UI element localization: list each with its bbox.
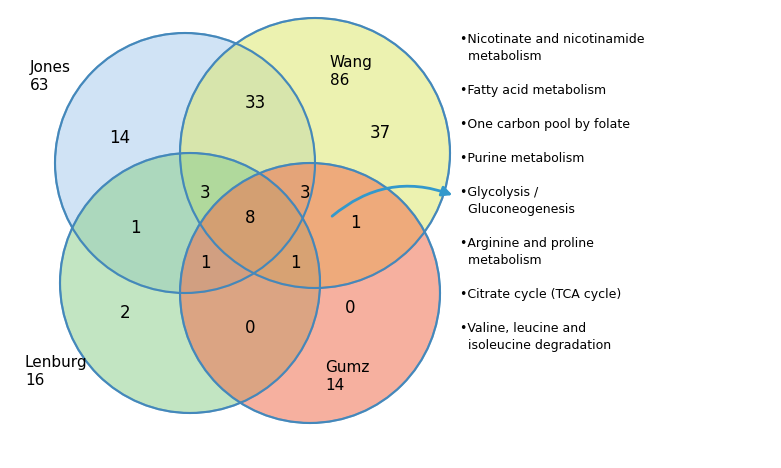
Text: 8: 8 (244, 209, 255, 227)
Text: 37: 37 (369, 124, 390, 142)
Text: 14: 14 (109, 129, 130, 147)
Text: 0: 0 (244, 319, 255, 337)
Text: 16: 16 (25, 373, 45, 388)
Text: 0: 0 (344, 299, 355, 317)
Text: 63: 63 (30, 78, 49, 93)
Text: 33: 33 (244, 94, 266, 112)
Text: 3: 3 (300, 184, 310, 202)
Text: 3: 3 (200, 184, 210, 202)
Text: 14: 14 (325, 378, 344, 393)
Text: •Nicotinate and nicotinamide
  metabolism

•Fatty acid metabolism

•One carbon p: •Nicotinate and nicotinamide metabolism … (460, 33, 644, 352)
Text: 1: 1 (350, 214, 360, 232)
Text: 86: 86 (330, 73, 349, 88)
Text: Lenburg: Lenburg (25, 355, 87, 370)
Text: Jones: Jones (30, 60, 71, 75)
Text: 1: 1 (200, 254, 210, 272)
Text: 1: 1 (290, 254, 301, 272)
Text: 1: 1 (130, 219, 141, 237)
Text: Gumz: Gumz (325, 360, 369, 375)
Text: 2: 2 (119, 304, 130, 322)
Circle shape (55, 33, 315, 293)
Circle shape (60, 153, 320, 413)
Circle shape (180, 163, 440, 423)
Text: Wang: Wang (330, 55, 373, 70)
Circle shape (180, 18, 450, 288)
